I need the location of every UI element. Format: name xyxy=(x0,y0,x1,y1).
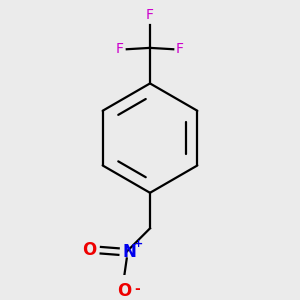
Text: N: N xyxy=(123,243,136,261)
Text: O: O xyxy=(117,282,131,300)
Text: F: F xyxy=(176,42,184,56)
Text: F: F xyxy=(146,8,154,22)
Text: F: F xyxy=(116,42,124,56)
Text: O: O xyxy=(82,241,97,259)
Text: -: - xyxy=(134,282,140,296)
Text: +: + xyxy=(134,239,143,249)
